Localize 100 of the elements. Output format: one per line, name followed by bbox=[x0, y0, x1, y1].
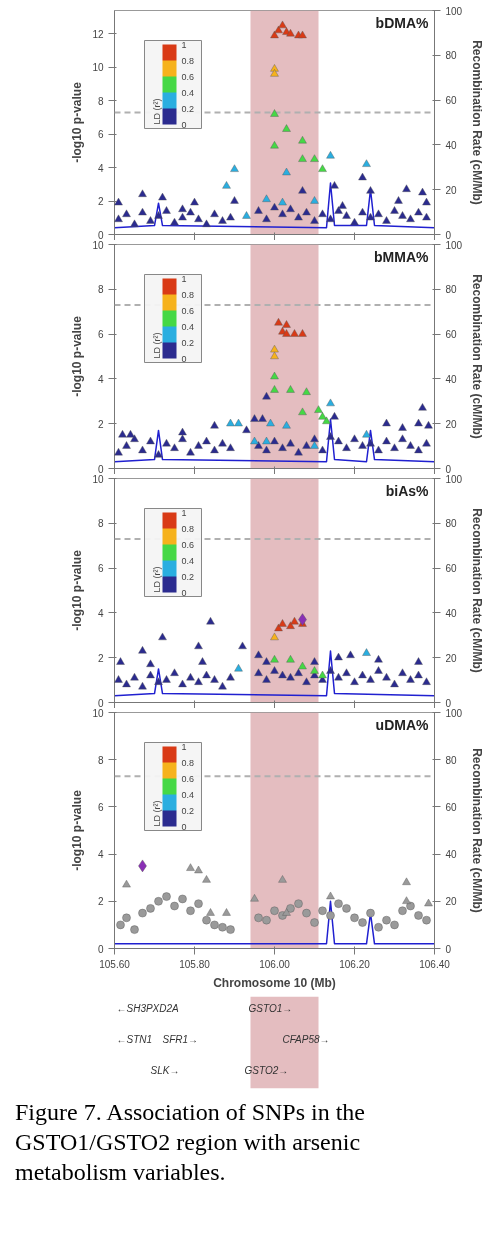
y2-tick-label: 0 bbox=[445, 463, 452, 475]
color-bar-label: 0.6 bbox=[181, 539, 195, 550]
x-tick-label: 106.00 bbox=[259, 958, 291, 970]
y-tick-label: 6 bbox=[97, 329, 104, 341]
y2-tick-label: 60 bbox=[445, 329, 458, 341]
color-bar-label: 0.2 bbox=[181, 337, 195, 348]
y-tick-label: 2 bbox=[97, 896, 104, 908]
text: GSTO1→ bbox=[248, 1003, 293, 1015]
text: ←SH3PXD2A bbox=[116, 1003, 180, 1015]
y2-tick-label: 40 bbox=[445, 849, 458, 861]
color-bar-label: 0.8 bbox=[181, 523, 195, 534]
color-bar-label: 0.6 bbox=[181, 305, 195, 316]
color-bar-label: 0.2 bbox=[181, 103, 195, 114]
y-axis-title: -log10 p-value bbox=[70, 789, 85, 871]
y-tick-label: 6 bbox=[97, 129, 104, 141]
color-bar-label: 0.4 bbox=[181, 87, 195, 98]
x-tick-label: 105.80 bbox=[179, 958, 211, 970]
y-tick-label: 0 bbox=[97, 229, 104, 241]
y-tick-label: 8 bbox=[97, 284, 104, 296]
color-bar-label: 0.2 bbox=[181, 805, 195, 816]
chart-title: bMMA% bbox=[374, 248, 430, 265]
y-tick-label: 6 bbox=[97, 801, 104, 813]
y-axis-title: -log10 p-value bbox=[70, 81, 85, 163]
chart-title: bDMA% bbox=[375, 14, 430, 31]
color-bar-label: 0.8 bbox=[181, 289, 195, 300]
y-tick-label: 4 bbox=[97, 849, 104, 861]
color-bar-label: 0 bbox=[181, 353, 187, 364]
color-bar-label: 0.6 bbox=[181, 71, 195, 82]
text: ←STN1 bbox=[116, 1033, 153, 1045]
y2-tick-label: 0 bbox=[445, 229, 452, 241]
y2-tick-label: 80 bbox=[445, 284, 458, 296]
x-tick-label: 105.60 bbox=[99, 958, 131, 970]
color-bar-label: 0.4 bbox=[181, 555, 195, 566]
color-bar-label: 0.6 bbox=[181, 773, 195, 784]
text: SLK→ bbox=[150, 1064, 180, 1076]
y2-tick-label: 40 bbox=[445, 373, 458, 385]
y-tick-label: 4 bbox=[97, 162, 104, 174]
x-tick-label: 106.40 bbox=[419, 958, 451, 970]
color-bar-label: 0 bbox=[181, 587, 187, 598]
color-bar-label: 0 bbox=[181, 119, 187, 130]
color-bar-label: 0 bbox=[181, 821, 187, 832]
y-tick-label: 10 bbox=[92, 707, 104, 719]
y2-tick-label: 80 bbox=[445, 754, 458, 766]
y2-tick-label: 20 bbox=[445, 418, 458, 430]
color-bar-label: 0.8 bbox=[181, 55, 195, 66]
y-tick-label: 8 bbox=[97, 95, 104, 107]
y2-tick-label: 40 bbox=[445, 139, 458, 151]
color-bar-label: 1 bbox=[181, 39, 187, 50]
y2-tick-label: 40 bbox=[445, 607, 458, 619]
y2-tick-label: 100 bbox=[445, 239, 463, 251]
color-bar-title: LD (r²) bbox=[151, 98, 162, 125]
color-bar-label: 0.8 bbox=[181, 757, 195, 768]
color-bar-title: LD (r²) bbox=[151, 566, 162, 593]
y-tick-label: 0 bbox=[97, 697, 104, 709]
y-tick-label: 10 bbox=[92, 473, 104, 485]
text: GSTO2→ bbox=[244, 1064, 289, 1076]
caption: Figure 7. Association of SNPs in the GSTO1/GSTO2 region with arsenic metabolism variables. bbox=[15, 1098, 366, 1187]
color-bar-label: 1 bbox=[181, 273, 187, 284]
y-tick-label: 4 bbox=[97, 607, 104, 619]
color-bar-title: LD (r²) bbox=[151, 332, 162, 359]
y2-tick-label: 60 bbox=[445, 563, 458, 575]
chart-title: uDMA% bbox=[375, 716, 430, 733]
y2-tick-label: 60 bbox=[445, 95, 458, 107]
color-bar-label: 1 bbox=[181, 741, 187, 752]
color-bar-label: 0.4 bbox=[181, 321, 195, 332]
x-axis-title: Chromosome 10 (Mb) bbox=[213, 975, 336, 990]
y-tick-label: 2 bbox=[97, 652, 104, 664]
y-tick-label: 10 bbox=[92, 62, 104, 74]
y2-tick-label: 80 bbox=[445, 518, 458, 530]
y-axis-title: -log10 p-value bbox=[70, 549, 85, 631]
y2-tick-label: 0 bbox=[445, 943, 452, 955]
y2-axis-title: Recombination Rate (cM/Mb) bbox=[470, 748, 485, 913]
y-axis-title: -log10 p-value bbox=[70, 315, 85, 397]
y-tick-label: 10 bbox=[92, 239, 104, 251]
y-tick-label: 8 bbox=[97, 754, 104, 766]
y2-axis-title: Recombination Rate (cM/Mb) bbox=[470, 508, 485, 673]
y-tick-label: 2 bbox=[97, 418, 104, 430]
y-tick-label: 2 bbox=[97, 196, 104, 208]
y2-axis-title: Recombination Rate (cM/Mb) bbox=[470, 274, 485, 439]
y2-tick-label: 0 bbox=[445, 697, 452, 709]
color-bar-label: 0.4 bbox=[181, 789, 195, 800]
y2-tick-label: 80 bbox=[445, 50, 458, 62]
y2-tick-label: 20 bbox=[445, 184, 458, 196]
y-tick-label: 8 bbox=[97, 518, 104, 530]
color-bar-label: 0.2 bbox=[181, 571, 195, 582]
y2-tick-label: 100 bbox=[445, 5, 463, 17]
x-tick-label: 106.20 bbox=[339, 958, 371, 970]
y-tick-label: 0 bbox=[97, 463, 104, 475]
y-tick-label: 12 bbox=[92, 28, 104, 40]
y2-tick-label: 60 bbox=[445, 801, 458, 813]
y-tick-label: 4 bbox=[97, 373, 104, 385]
y2-axis-title: Recombination Rate (cM/Mb) bbox=[470, 40, 485, 205]
color-bar-label: 1 bbox=[181, 507, 187, 518]
y2-tick-label: 100 bbox=[445, 473, 463, 485]
y-tick-label: 0 bbox=[97, 943, 104, 955]
y2-tick-label: 20 bbox=[445, 896, 458, 908]
text: CFAP58→ bbox=[282, 1033, 330, 1045]
y2-tick-label: 100 bbox=[445, 707, 463, 719]
color-bar-title: LD (r²) bbox=[151, 800, 162, 827]
y-tick-label: 6 bbox=[97, 563, 104, 575]
